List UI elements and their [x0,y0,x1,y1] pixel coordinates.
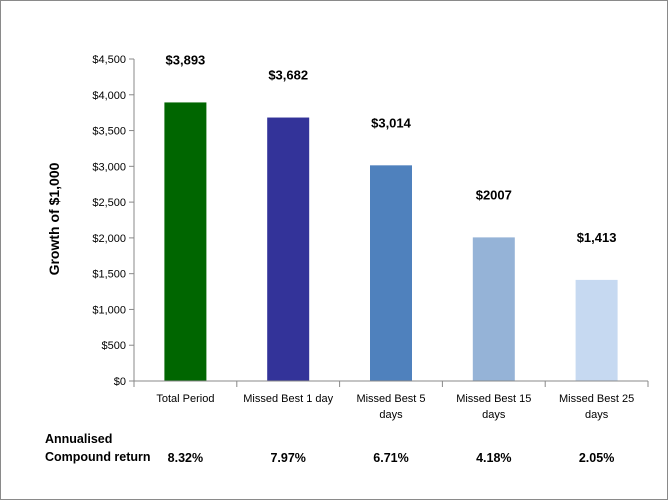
data-label: $3,682 [268,68,308,83]
x-category-label: days [482,409,506,421]
bar [267,117,310,382]
return-value: 8.32% [168,451,203,465]
bar [472,237,515,381]
data-label: $3,014 [371,115,412,130]
returns-row-label-line1: Annualised [45,432,112,446]
data-label: $1,413 [577,230,617,245]
return-value: 4.18% [476,451,511,465]
bar [164,102,207,382]
y-tick-label: $1,000 [92,304,126,316]
x-category-label: Missed Best 25 [559,393,634,405]
return-value: 7.97% [270,451,305,465]
x-category-label: Total Period [156,393,214,405]
y-tick-label: $4,500 [92,54,126,66]
x-category-label: Missed Best 5 [356,393,425,405]
y-tick-label: $3,000 [92,161,126,173]
data-label: $3,893 [166,52,206,67]
y-tick-label: $2,000 [92,233,126,245]
x-category-label: Missed Best 1 day [243,393,333,405]
y-tick-label: $500 [102,340,126,352]
y-tick-label: $3,500 [92,126,126,138]
return-value: 2.05% [579,451,614,465]
x-category-label: Missed Best 15 [456,393,531,405]
bar [575,279,618,381]
data-label: $2007 [476,187,512,202]
x-category-label: days [585,409,609,421]
y-axis-title: Growth of $1,000 [46,162,62,275]
bar [370,165,412,381]
return-value: 6.71% [373,451,408,465]
y-tick-label: $1,500 [92,269,126,281]
x-category-label: days [379,409,403,421]
y-tick-label: $2,500 [92,197,126,209]
returns-row-label-line2: Compound return [45,450,151,464]
y-tick-label: $0 [114,376,126,388]
y-tick-label: $4,000 [92,90,126,102]
